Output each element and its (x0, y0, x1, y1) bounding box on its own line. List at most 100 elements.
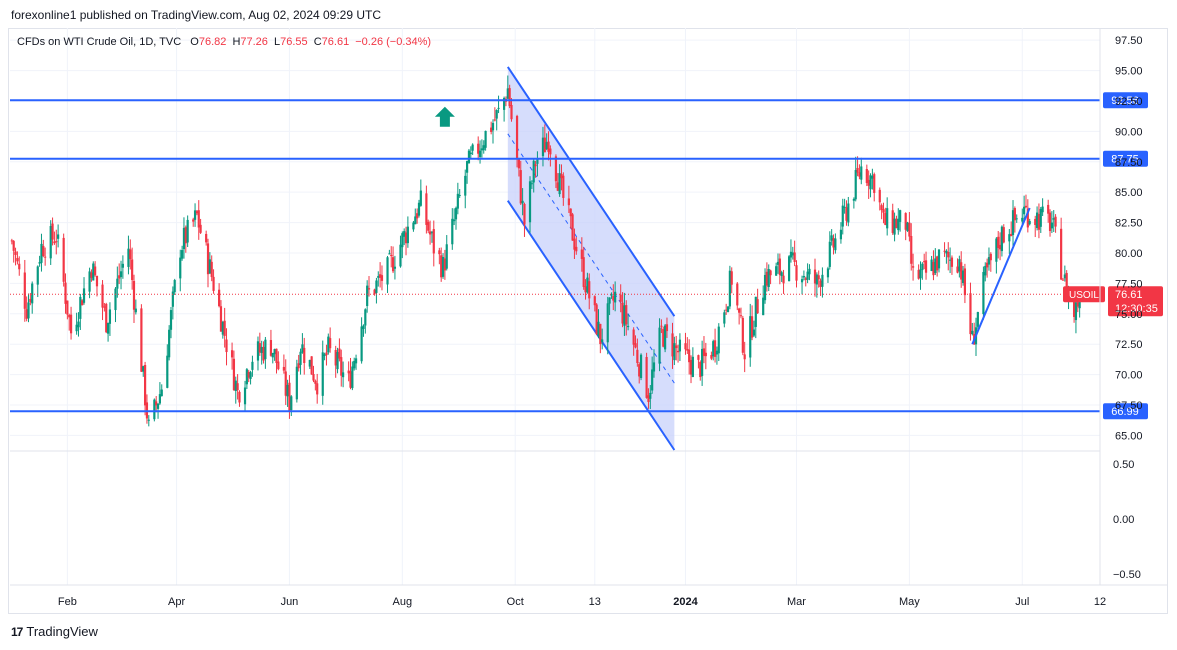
candle-body (717, 326, 720, 354)
candle (1039, 206, 1042, 233)
candle-body (567, 198, 570, 206)
candle-body (873, 174, 876, 193)
candle (930, 255, 933, 272)
candle (919, 261, 922, 290)
candle (765, 262, 768, 292)
candle-body (353, 360, 356, 369)
candle (676, 344, 680, 363)
candle-body (340, 357, 343, 376)
candle (40, 233, 43, 272)
candle (238, 390, 241, 407)
candle (451, 208, 454, 250)
candle (743, 341, 746, 373)
candle-body (601, 339, 604, 342)
candle-body (10, 240, 13, 242)
candle (18, 256, 21, 276)
candle-body (1021, 217, 1024, 222)
candle-body (95, 275, 99, 287)
candle (608, 297, 611, 316)
candle (728, 265, 731, 310)
candle-body (826, 268, 830, 278)
candle (986, 258, 989, 278)
candle (453, 208, 456, 226)
candle-body (417, 202, 421, 216)
candle-body (92, 263, 95, 281)
y-tick-label: 97.50 (1115, 35, 1143, 47)
candle-body (652, 362, 656, 372)
candle (715, 346, 719, 365)
candle (987, 247, 991, 271)
candle (795, 260, 798, 288)
x-tick-label: May (899, 596, 920, 608)
candle-body (765, 271, 768, 286)
candle (806, 263, 809, 284)
candle-body (414, 216, 417, 225)
candle (471, 143, 474, 155)
candle-body (232, 358, 236, 391)
candle-body (1065, 272, 1068, 299)
candle-body (986, 262, 989, 268)
x-tick-label: Apr (168, 596, 185, 608)
candle-body (171, 291, 174, 307)
candle (884, 207, 887, 226)
candle-body (40, 243, 43, 263)
candle (160, 384, 163, 397)
candle-body (478, 150, 482, 158)
candle-body (147, 419, 150, 421)
candle (897, 208, 900, 235)
candle-body (53, 241, 56, 244)
candle (169, 306, 173, 339)
candle (264, 336, 267, 369)
candle (90, 269, 93, 282)
candle-body (186, 219, 189, 243)
x-tick-label: Aug (393, 596, 413, 608)
candle (1013, 206, 1016, 233)
candle-body (987, 257, 991, 265)
candle (839, 222, 843, 244)
candle-body (195, 211, 199, 214)
candle-body (386, 257, 389, 285)
candle (491, 119, 495, 144)
candle-body (105, 303, 108, 333)
candle-body (554, 156, 558, 182)
candle-body (675, 345, 678, 349)
candle-body (158, 394, 161, 404)
candle-body (184, 227, 187, 244)
candle (1060, 217, 1063, 281)
candle (601, 328, 604, 350)
candle (210, 255, 213, 282)
candle-body (575, 246, 578, 252)
candle (519, 160, 522, 205)
candle (736, 282, 739, 311)
candle-body (403, 231, 406, 237)
candle (880, 203, 883, 220)
candle (532, 158, 535, 193)
candle (310, 356, 313, 375)
candle-body (427, 221, 430, 231)
candle-body (25, 309, 28, 319)
candle (869, 173, 872, 198)
candle (454, 206, 458, 230)
candle-body (277, 361, 280, 370)
candle-body (943, 250, 946, 252)
x-tick-label: Jun (281, 596, 299, 608)
candle (652, 349, 656, 378)
candle (95, 275, 99, 297)
candle (937, 249, 941, 273)
channel-upper-line (506, 66, 676, 317)
candle-body (528, 181, 532, 223)
candle-body (638, 364, 641, 377)
candle (989, 252, 992, 272)
candle-body (51, 223, 54, 240)
candle (132, 274, 136, 323)
candle-body (830, 235, 833, 241)
candle-body (982, 271, 985, 315)
candle-body (728, 270, 731, 307)
candle-body (1063, 274, 1066, 279)
candle-body (780, 272, 783, 277)
candle (726, 306, 730, 313)
candle-body (1037, 214, 1041, 230)
candle (430, 230, 434, 243)
candle (763, 268, 767, 304)
